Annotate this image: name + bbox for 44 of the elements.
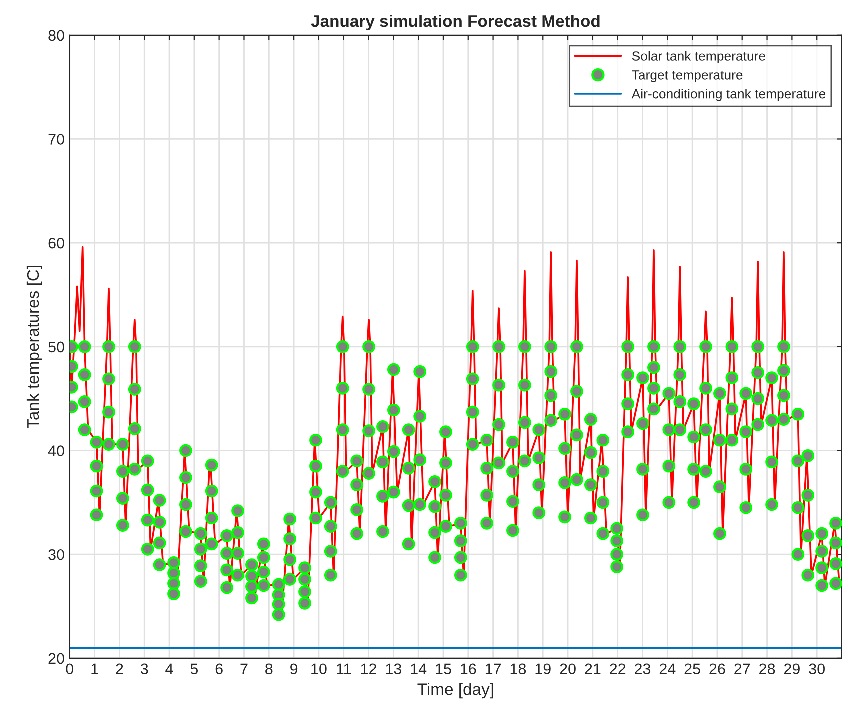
x-tick-label: 18: [510, 664, 526, 675]
x-tick-label: 25: [684, 664, 700, 675]
x-tick-label: 6: [216, 664, 223, 675]
y-tick-label: 30: [48, 549, 64, 560]
x-tick-label: 27: [734, 664, 750, 674]
x-tick-label: 10: [312, 664, 327, 675]
x-tick-label: 5: [190, 664, 198, 675]
y-tick-label: 80: [48, 30, 64, 42]
x-tick-label: 23: [635, 664, 651, 675]
x-tick-label: 28: [760, 664, 776, 675]
x-tick-label: 17: [486, 664, 502, 674]
x-tick-label: 29: [784, 664, 800, 675]
x-tick-label: 7: [240, 664, 248, 674]
x-tick-label: 12: [361, 664, 376, 674]
x-tick-label: 16: [461, 664, 476, 675]
x-tick-label: 14: [411, 664, 427, 674]
x-tick-label: 21: [585, 664, 601, 674]
x-tick-label: 20: [560, 664, 576, 675]
x-tick-label: 22: [610, 664, 626, 674]
chart-title: January simulation Forecast Method: [311, 14, 600, 31]
x-tick-label: 9: [290, 664, 298, 675]
x-tick-label: 0: [66, 664, 74, 675]
legend-label: Target temperature: [632, 70, 743, 82]
y-axis-title: Tank temperatures [C]: [26, 266, 42, 429]
y-tick-label: 40: [48, 446, 64, 456]
legend-label: Solar tank temperature: [632, 51, 766, 64]
x-tick-label: 26: [710, 664, 726, 675]
x-tick-label: 19: [536, 664, 551, 675]
x-tick-label: 2: [116, 664, 124, 674]
legend-label: Air-conditioning tank temperature: [632, 89, 826, 102]
x-tick-label: 15: [436, 664, 452, 675]
y-tick-label: 50: [48, 342, 64, 353]
x-tick-label: 3: [140, 664, 148, 675]
x-tick-label: 11: [337, 664, 352, 674]
x-tick-label: 13: [386, 664, 402, 675]
x-axis-title: Time [day]: [418, 683, 494, 699]
x-tick-label: 8: [266, 664, 273, 675]
x-tick-label: 1: [92, 664, 98, 674]
y-tick-label: 60: [48, 238, 64, 249]
y-tick-label: 20: [48, 653, 64, 664]
x-tick-label: 24: [660, 664, 676, 674]
y-tick-label: 70: [48, 134, 64, 145]
x-tick-label: 4: [166, 664, 174, 674]
x-tick-label: 30: [809, 664, 825, 675]
